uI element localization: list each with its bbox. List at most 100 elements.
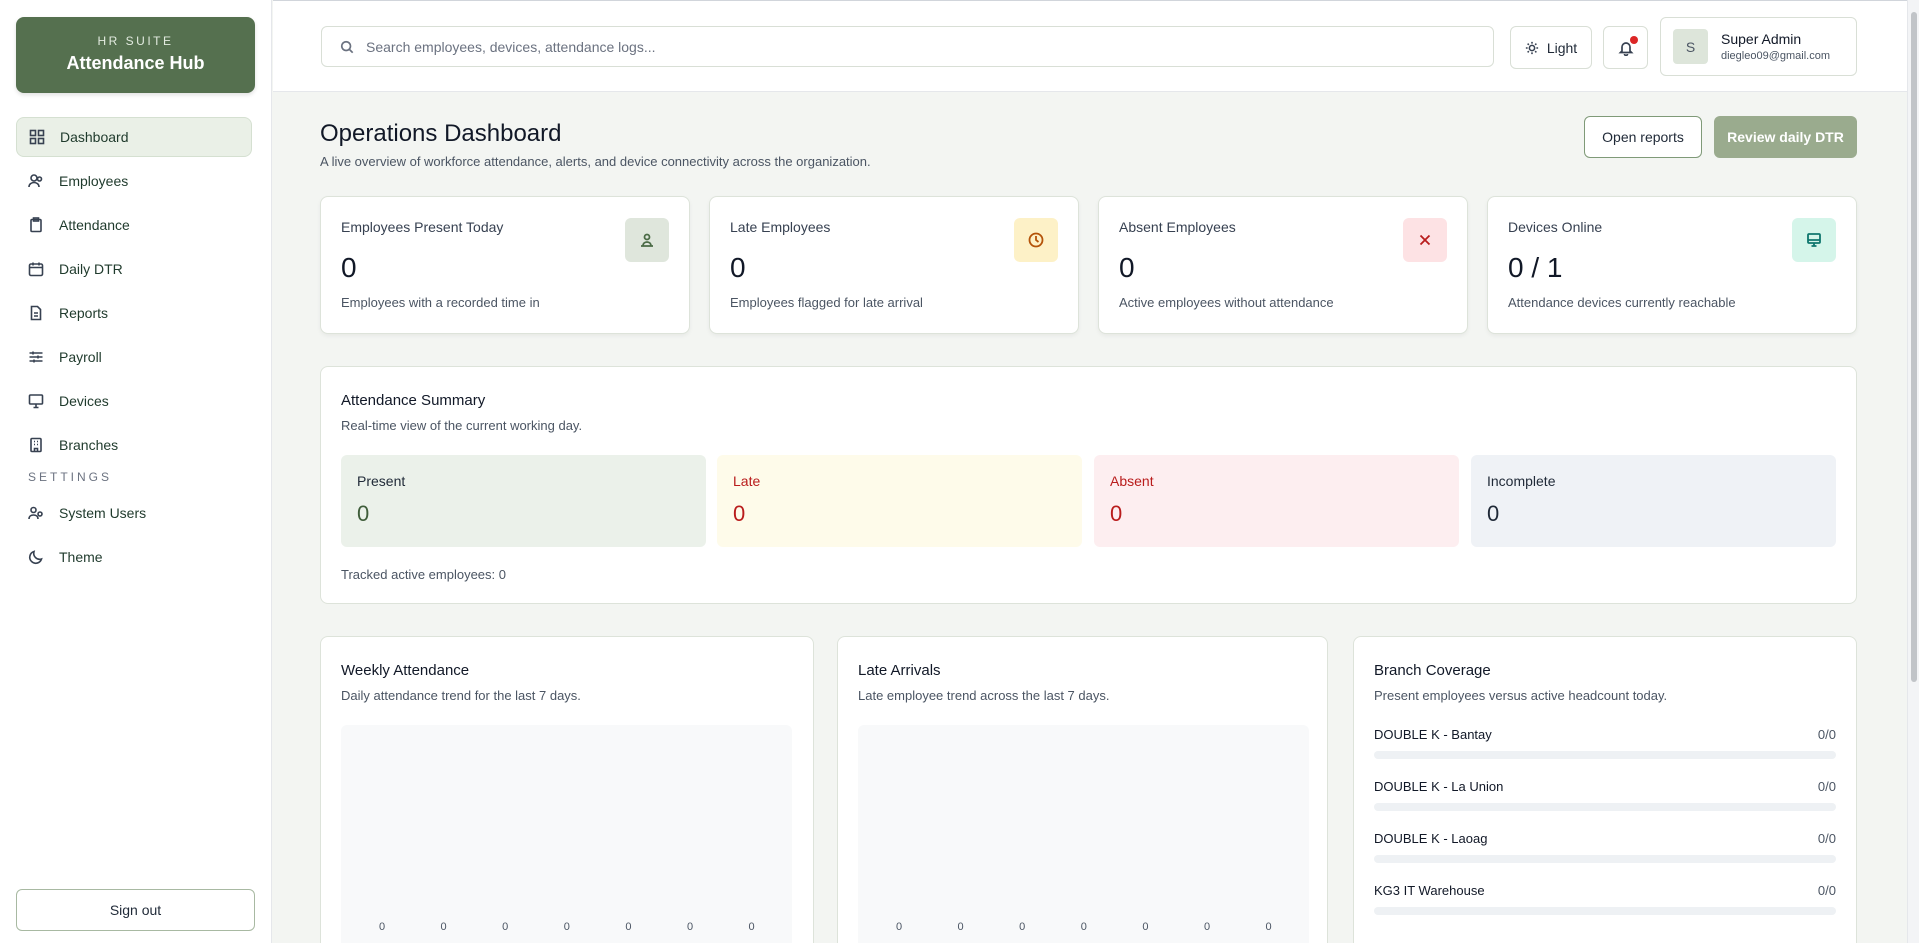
card-subtitle: Daily attendance trend for the last 7 da… <box>341 688 581 703</box>
building-icon <box>28 437 44 453</box>
chart-value-label: 0 <box>1204 921 1210 933</box>
stat-description: Active employees without attendance <box>1119 295 1334 310</box>
grid-icon <box>29 129 45 145</box>
calendar-icon <box>28 261 44 277</box>
chart-value-label: 0 <box>379 921 385 933</box>
sidebar-item-payroll[interactable]: Payroll <box>16 337 252 377</box>
sidebar-item-employees[interactable]: Employees <box>16 161 252 201</box>
late-arrivals-card: Late Arrivals Late employee trend across… <box>837 636 1328 943</box>
card-title: Branch Coverage <box>1374 662 1491 679</box>
sidebar-item-daily-dtr[interactable]: Daily DTR <box>16 249 252 289</box>
tile-label: Incomplete <box>1487 473 1556 489</box>
sidebar-item-label: Branches <box>59 437 119 453</box>
branch-value: 0/0 <box>1817 831 1836 846</box>
file-icon <box>28 305 44 321</box>
sidebar-item-label: Daily DTR <box>59 261 123 277</box>
weekly-attendance-chart-svg: 0 0 0 0 0 0 0 <box>379 921 755 933</box>
monitor-icon <box>1792 218 1836 262</box>
attendance-summary-card: Attendance Summary Real-time view of the… <box>320 366 1857 604</box>
review-daily-dtr-button[interactable]: Review daily DTR <box>1714 116 1857 158</box>
stat-value: 0 <box>730 252 746 283</box>
branch-value: 0/0 <box>1817 727 1836 742</box>
card-title: Late Arrivals <box>858 662 941 679</box>
branch-progress-track <box>1374 751 1836 759</box>
settings-section-label: SETTINGS <box>28 470 113 484</box>
summary-tile-late: Late 0 <box>717 455 1082 547</box>
notification-dot <box>1630 36 1638 44</box>
search-input[interactable] <box>366 38 1493 55</box>
theme-toggle-button[interactable]: Light <box>1510 26 1592 69</box>
avatar: S <box>1673 29 1708 64</box>
chart-value-label: 0 <box>687 921 693 933</box>
card-subtitle: Late employee trend across the last 7 da… <box>858 688 1110 703</box>
branch-row: DOUBLE K - La Union 0/0 <box>1374 779 1836 821</box>
tile-label: Late <box>733 473 761 489</box>
stat-value: 0 <box>1119 252 1135 283</box>
late-arrivals-chart: 0 0 0 0 0 0 0 <box>858 725 1309 943</box>
notifications-button[interactable] <box>1603 26 1648 69</box>
branch-name: KG3 IT Warehouse <box>1374 883 1485 898</box>
tile-label: Present <box>357 473 406 489</box>
branch-progress-track <box>1374 803 1836 811</box>
stat-card-devices: Devices Online 0 / 1 Attendance devices … <box>1487 196 1857 334</box>
summary-tile-absent: Absent 0 <box>1094 455 1459 547</box>
sidebar-item-devices[interactable]: Devices <box>16 381 252 421</box>
page-subtitle: A live overview of workforce attendance,… <box>320 154 871 169</box>
sidebar-item-label: Employees <box>59 173 129 189</box>
sidebar-item-label: Devices <box>59 393 109 409</box>
stat-value: 0 <box>341 252 357 283</box>
sidebar: HR SUITE Attendance Hub Dashboard Employ… <box>0 0 272 943</box>
sidebar-item-theme[interactable]: Theme <box>16 537 252 577</box>
clipboard-icon <box>28 217 44 233</box>
sign-out-button[interactable]: Sign out <box>16 889 255 931</box>
sidebar-item-label: Attendance <box>59 217 130 233</box>
stat-value: 0 / 1 <box>1508 252 1563 283</box>
tile-value: 0 <box>1487 501 1500 526</box>
sidebar-item-reports[interactable]: Reports <box>16 293 252 333</box>
card-title: Attendance Summary <box>341 392 486 409</box>
sidebar-item-attendance[interactable]: Attendance <box>16 205 252 245</box>
brand-title: Attendance Hub <box>66 53 205 73</box>
users-gear-icon <box>28 505 44 521</box>
branch-coverage-card: Branch Coverage Present employees versus… <box>1353 636 1857 943</box>
page-scrollbar[interactable] <box>1907 0 1919 943</box>
x-icon <box>1403 218 1447 262</box>
brand-logo: HR SUITE Attendance Hub <box>16 17 255 93</box>
branch-value: 0/0 <box>1817 883 1836 898</box>
stat-description: Employees with a recorded time in <box>341 295 540 310</box>
sidebar-item-dashboard[interactable]: Dashboard <box>16 117 252 157</box>
branch-name: DOUBLE K - Bantay <box>1374 727 1492 742</box>
scrollbar-thumb[interactable] <box>1911 12 1917 682</box>
chart-value-label: 0 <box>1266 921 1272 933</box>
tile-value: 0 <box>357 501 370 526</box>
users-icon <box>28 173 44 189</box>
tile-label: Absent <box>1110 473 1154 489</box>
search-bar[interactable] <box>321 26 1494 67</box>
topbar: Light S Super Admin diegleo09@gmail.com <box>273 0 1907 92</box>
sun-icon <box>1525 41 1538 54</box>
chart-value-label: 0 <box>502 921 508 933</box>
stat-description: Attendance devices currently reachable <box>1508 295 1736 310</box>
card-title: Weekly Attendance <box>341 662 470 679</box>
user-email: diegleo09@gmail.com <box>1721 50 1831 62</box>
stat-label: Absent Employees <box>1119 219 1236 235</box>
chart-value-label: 0 <box>1019 921 1025 933</box>
chart-value-label: 0 <box>1081 921 1087 933</box>
chart-value-label: 0 <box>896 921 902 933</box>
branch-value: 0/0 <box>1817 779 1836 794</box>
tracked-employees-text: Tracked active employees: 0 <box>341 567 506 582</box>
branch-row: DOUBLE K - Bantay 0/0 <box>1374 727 1836 769</box>
branch-progress-track <box>1374 907 1836 915</box>
chart-value-label: 0 <box>749 921 755 933</box>
sidebar-item-system-users[interactable]: System Users <box>16 493 252 533</box>
user-name: Super Admin <box>1721 31 1802 47</box>
stat-label: Employees Present Today <box>341 219 504 235</box>
summary-tile-present: Present 0 <box>341 455 706 547</box>
open-reports-button[interactable]: Open reports <box>1584 116 1702 158</box>
sidebar-item-label: System Users <box>59 505 147 521</box>
sliders-icon <box>28 349 44 365</box>
branch-name: DOUBLE K - La Union <box>1374 779 1504 794</box>
user-menu[interactable]: S Super Admin diegleo09@gmail.com <box>1660 17 1857 76</box>
branch-row: KG3 IT Warehouse 0/0 <box>1374 883 1836 925</box>
sidebar-item-branches[interactable]: Branches <box>16 425 252 465</box>
